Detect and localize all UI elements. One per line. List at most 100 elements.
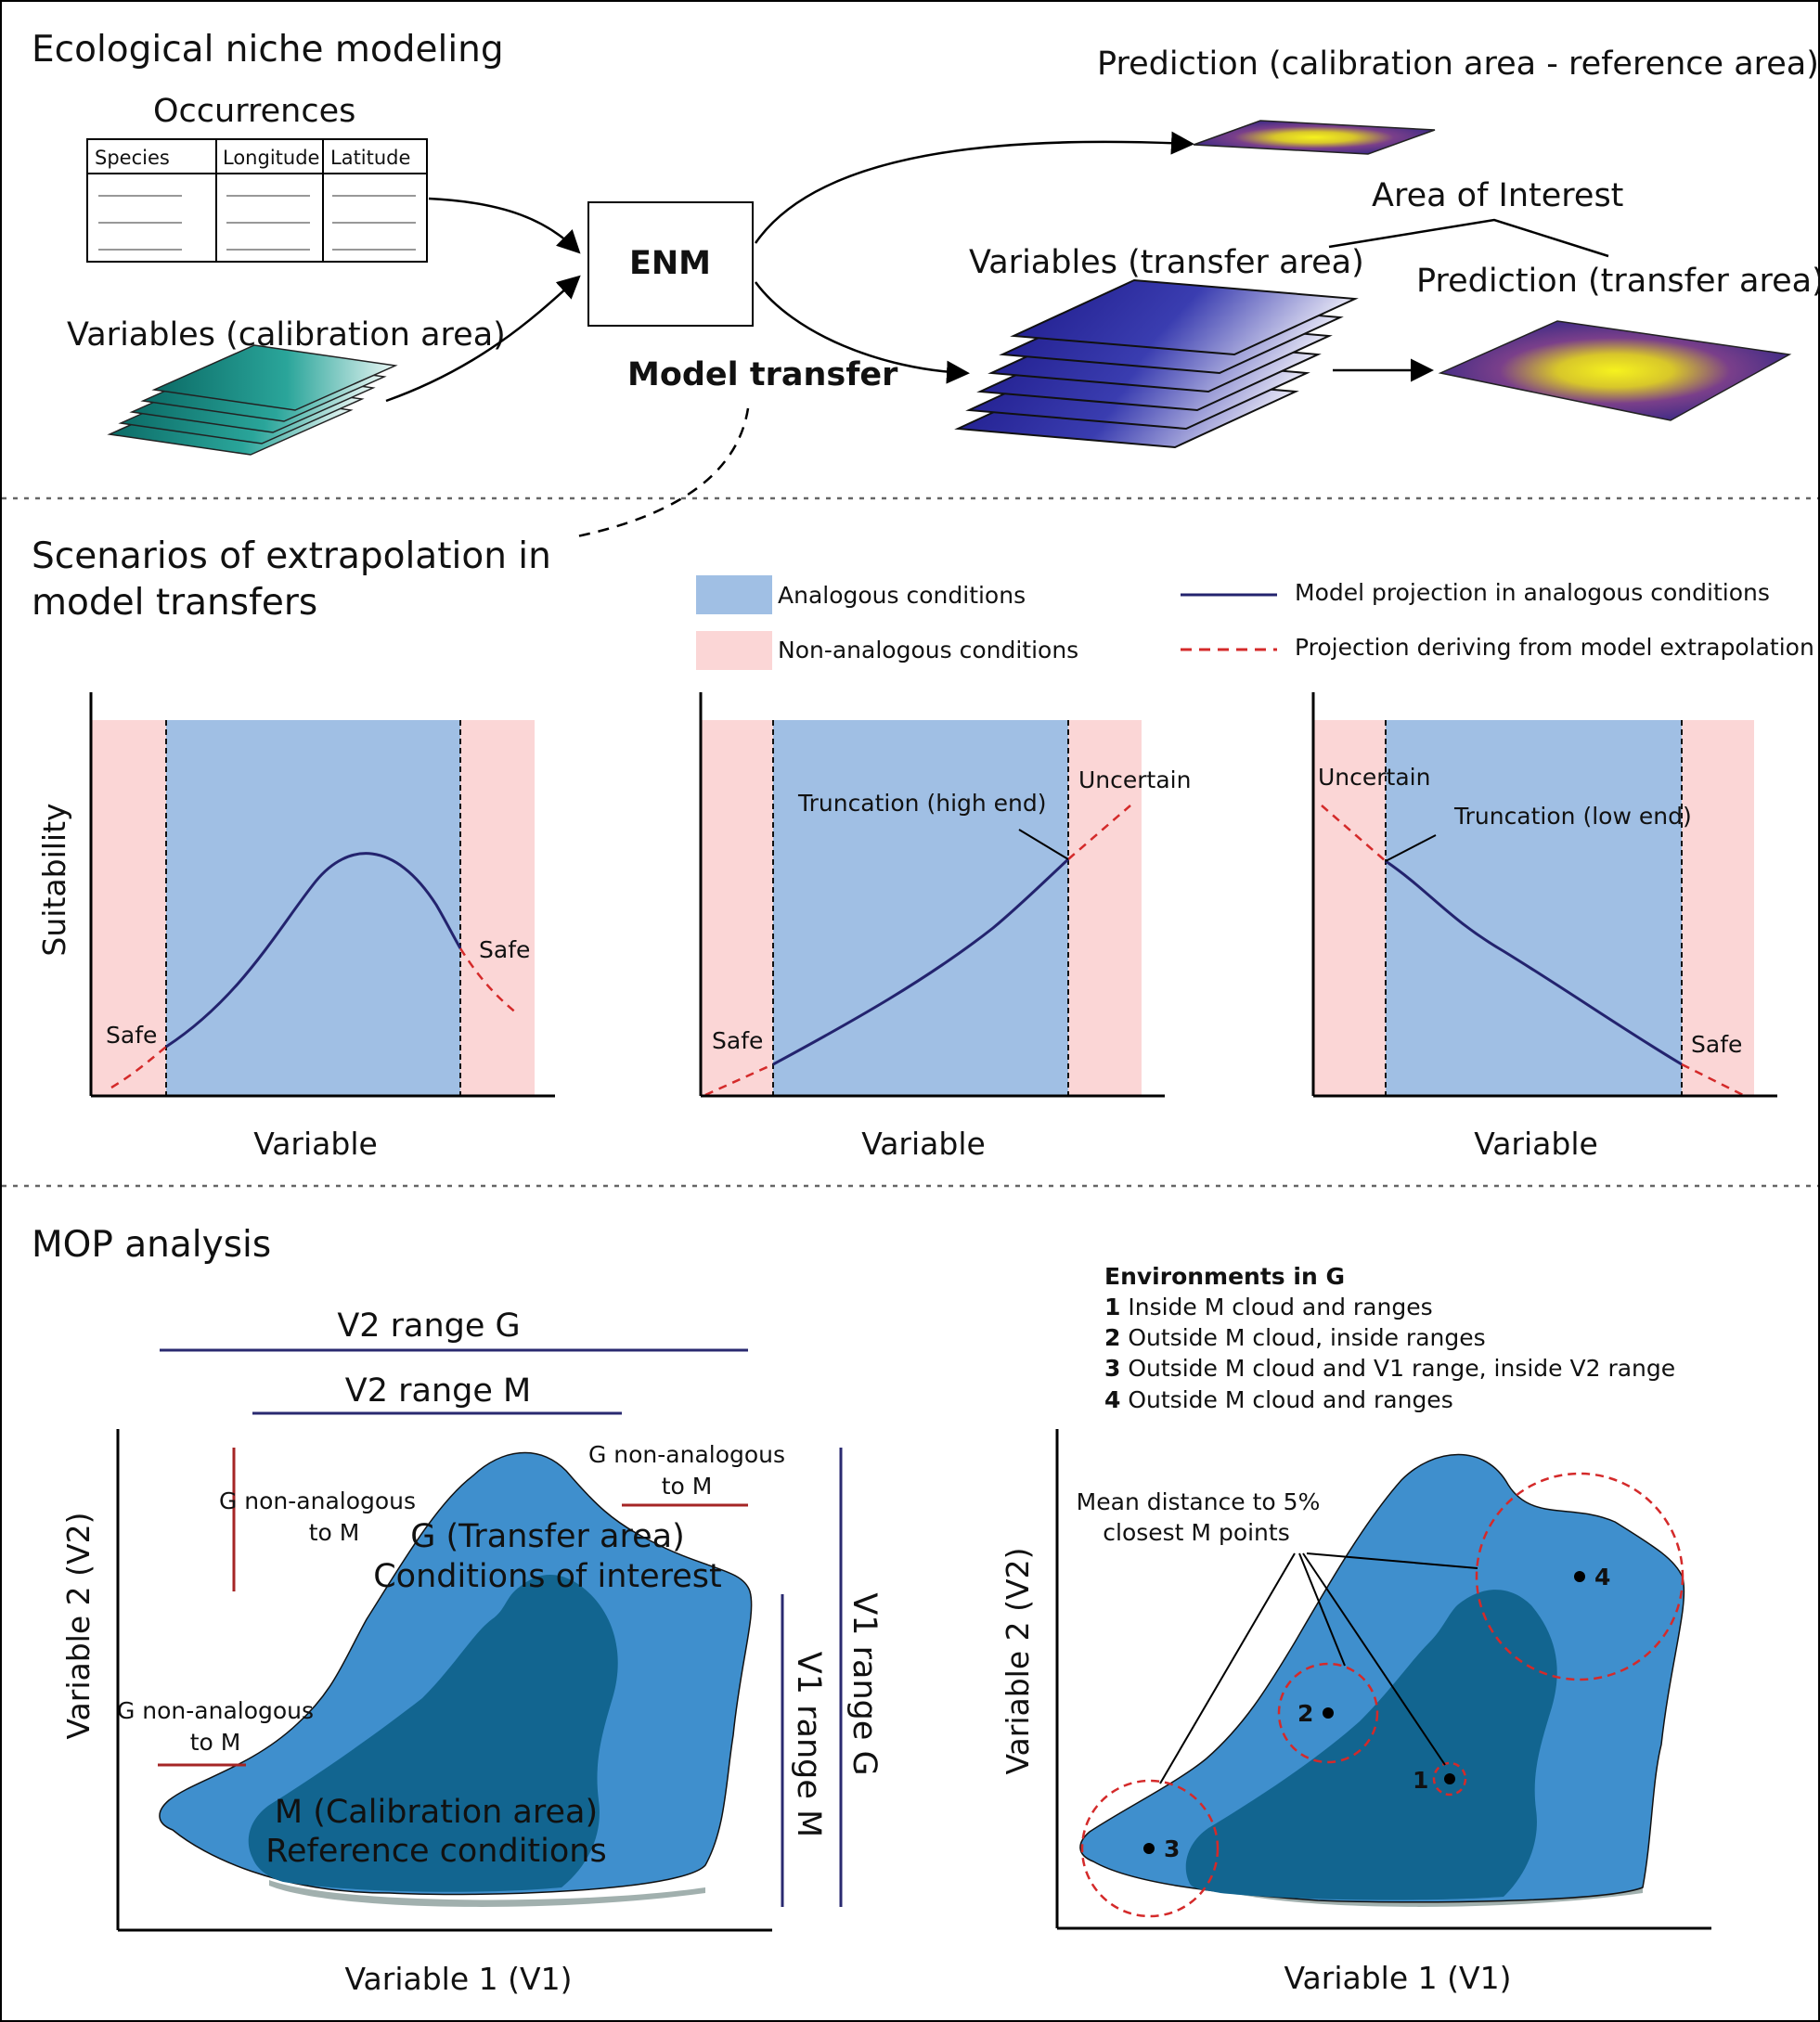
- g-non-analogous-b-line1: G non-analogous: [588, 1441, 785, 1468]
- legend-non-analogous-label: Non-analogous conditions: [778, 637, 1078, 663]
- legend-projection-label: Model projection in analogous conditions: [1295, 579, 1770, 606]
- y-axis-label: Suitability: [36, 803, 72, 956]
- transfer-prediction-map: [1438, 320, 1792, 421]
- safe-label: Safe: [1691, 1031, 1742, 1058]
- non-analogous-band-left: [1313, 720, 1386, 1096]
- uncertain-label: Uncertain: [1318, 764, 1430, 791]
- g-area-line1: G (Transfer area): [410, 1518, 684, 1555]
- arrow-occurrences-to-enm: [428, 197, 581, 254]
- g-non-analogous-a-line1: G non-analogous: [219, 1488, 416, 1514]
- legend-analogous-label: Analogous conditions: [778, 582, 1026, 609]
- g-area-line2: Conditions of interest: [373, 1558, 722, 1595]
- g-non-analogous-b-line2: to M: [662, 1473, 713, 1500]
- m-area-line2: Reference conditions: [265, 1833, 606, 1870]
- y-axis-label: Variable 2 (V2): [1000, 1548, 1036, 1775]
- environment-point-3: [1143, 1843, 1155, 1854]
- arrow-variables-to-enm: [385, 275, 581, 403]
- table-frame: [86, 138, 428, 263]
- x-axis-label: Variable: [253, 1126, 378, 1162]
- enm-label: ENM: [629, 245, 711, 282]
- extrapolation-curve-left: [110, 1046, 167, 1089]
- scenario-chart-3: Uncertain Truncation (low end) Safe Vari…: [1311, 692, 1777, 1162]
- g-non-analogous-a-line2: to M: [309, 1519, 360, 1546]
- transfer-layer-stack: [954, 278, 1359, 449]
- mop-right-plot: Environments in G 1 Inside M cloud and r…: [1000, 1263, 1711, 1996]
- environment-point-1: [1444, 1773, 1455, 1784]
- occurrences-title: Occurrences: [153, 93, 355, 130]
- projection-curve: [165, 852, 462, 1049]
- non-analogous-band-right: [1068, 720, 1142, 1096]
- enm-box: [587, 201, 754, 327]
- legend: Analogous conditions Non-analogous condi…: [696, 575, 1814, 670]
- x-axis-label: Variable: [861, 1126, 986, 1162]
- safe-label-right: Safe: [479, 936, 530, 963]
- distance-circle-1: [1432, 1761, 1467, 1797]
- scenario-chart-1: Safe Safe Suitability Variable: [36, 692, 555, 1162]
- calibration-variables-label: Variables (calibration area): [67, 316, 506, 354]
- panel3-title: MOP analysis: [32, 1224, 271, 1266]
- non-analogous-band-right: [460, 720, 535, 1096]
- extrapolation-curve-right: [458, 947, 519, 1015]
- analogous-band: [773, 720, 1068, 1096]
- table-header-longitude: Longitude: [223, 147, 319, 169]
- non-analogous-band-left: [91, 720, 166, 1096]
- panel-extrapolation-scenarios: Scenarios of extrapolation in model tran…: [32, 535, 1814, 1162]
- uncertain-label: Uncertain: [1078, 766, 1191, 793]
- safe-label: Safe: [712, 1027, 763, 1054]
- projection-curve: [772, 857, 1070, 1066]
- environment-point-2: [1323, 1707, 1334, 1719]
- panel1-title: Ecological niche modeling: [32, 29, 504, 71]
- mop-left-plot: V2 range G V2 range M G (Transfer area) …: [60, 1307, 883, 1997]
- environment-point-1-label: 1: [1413, 1767, 1428, 1794]
- x-axis-label: Variable 1 (V1): [345, 1961, 573, 1997]
- area-of-interest-label: Area of Interest: [1372, 177, 1623, 214]
- non-analogous-band-left: [701, 720, 773, 1096]
- mean-distance-pointers: [1159, 1552, 1478, 1784]
- arrow-enm-to-calibration-prediction: [754, 131, 1194, 244]
- transfer-prediction-label: Prediction (transfer area): [1416, 263, 1820, 300]
- m-cloud: [1185, 1590, 1557, 1900]
- panel2-title-line2: model transfers: [32, 582, 317, 624]
- scenario-chart-2: Truncation (high end) Uncertain Safe Var…: [699, 692, 1191, 1162]
- v1-range-g-label: V1 range G: [845, 1592, 883, 1775]
- environment-item: 1 Inside M cloud and ranges: [1104, 1294, 1433, 1320]
- truncation-low-label: Truncation (low end): [1453, 803, 1692, 830]
- calibration-prediction-map: [1193, 120, 1436, 155]
- environments-title: Environments in G: [1104, 1263, 1345, 1290]
- model-transfer-dashed-link: [576, 407, 750, 538]
- panel2-title-line1: Scenarios of extrapolation in: [32, 535, 551, 577]
- m-cloud: [248, 1575, 618, 1892]
- legend-extrapolation-label: Projection deriving from model extrapola…: [1295, 634, 1814, 661]
- table-placeholder-rows: [98, 195, 416, 251]
- environment-point-4-label: 4: [1594, 1564, 1610, 1591]
- extrapolation-curve-right: [1681, 1063, 1744, 1097]
- v2-range-g-label: V2 range G: [337, 1307, 520, 1345]
- distance-circle-2: [1277, 1662, 1379, 1764]
- environment-item: 4 Outside M cloud and ranges: [1104, 1386, 1453, 1413]
- occurrences-table: Species Longitude Latitude: [86, 138, 428, 263]
- environment-item: 2 Outside M cloud, inside ranges: [1104, 1324, 1486, 1351]
- safe-label-left: Safe: [106, 1022, 157, 1049]
- area-of-interest-bracket: [1328, 218, 1609, 258]
- environment-item: 3 Outside M cloud and V1 range, inside V…: [1104, 1355, 1675, 1382]
- x-axis-label: Variable 1 (V1): [1284, 1960, 1512, 1996]
- non-analogous-band-right: [1682, 720, 1754, 1096]
- mean-distance-line1: Mean distance to 5%: [1077, 1488, 1321, 1515]
- m-area-line1: M (Calibration area): [275, 1794, 598, 1831]
- truncation-pointer: [1385, 834, 1437, 862]
- panel-ecological-niche-modeling: Ecological niche modeling Occurrences Sp…: [32, 29, 1820, 538]
- truncation-high-label: Truncation (high end): [797, 790, 1047, 817]
- distance-circle-3: [1080, 1779, 1220, 1918]
- legend-non-analogous-swatch: [696, 631, 772, 670]
- cloud-shadow: [269, 1880, 705, 1907]
- table-header-latitude: Latitude: [330, 147, 410, 169]
- extrapolation-curve-left: [704, 1063, 774, 1097]
- g-non-analogous-c-line1: G non-analogous: [117, 1697, 314, 1724]
- environment-point-4: [1574, 1571, 1585, 1582]
- arrow-enm-to-transfer-variables: [754, 281, 970, 384]
- v2-range-m-label: V2 range M: [345, 1372, 531, 1410]
- environment-point-3-label: 3: [1164, 1835, 1180, 1862]
- environments-legend: Environments in G 1 Inside M cloud and r…: [1104, 1263, 1675, 1413]
